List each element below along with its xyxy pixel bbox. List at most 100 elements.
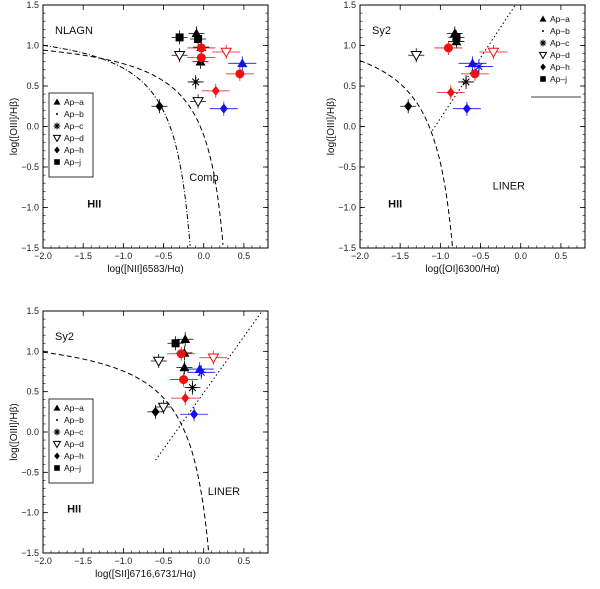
data-point <box>176 349 186 359</box>
legend-label: Ap–c <box>64 121 84 131</box>
legend-label: Ap–d <box>550 50 570 60</box>
legend-label: Ap–c <box>550 38 570 48</box>
legend: Ap–a Ap–b Ap–c Ap–d Ap–h Ap–j <box>48 92 94 178</box>
region-label: LINER <box>208 486 240 498</box>
x-tick-label: 0.0 <box>197 251 210 261</box>
demarcation-curve <box>155 311 263 461</box>
data-point <box>211 85 220 96</box>
data-point <box>235 69 245 79</box>
data-point <box>180 334 191 343</box>
y-tick-label: 0.5 <box>26 81 39 91</box>
data-point <box>151 406 160 417</box>
data-point <box>207 353 220 364</box>
x-tick-label: −2.0 <box>351 251 369 261</box>
legend-marker <box>53 122 61 130</box>
chart-panel-sii: −2.0 −1.5 −1.0 −0.5 0.0 0.51.51.00.50.0−0.5−1… <box>9 306 269 580</box>
y-tick-label: 0.0 <box>26 427 39 437</box>
y-tick-label: −1.5 <box>21 243 39 253</box>
legend-marker <box>54 452 60 460</box>
legend-marker <box>542 30 544 32</box>
y-tick-label: −1.0 <box>21 508 39 518</box>
y-tick-label: 1.0 <box>26 346 39 356</box>
data-point <box>449 28 460 38</box>
legend-label: Ap–h <box>64 145 84 155</box>
data-point <box>470 69 480 79</box>
chart-title: Sy2 <box>372 25 391 37</box>
legend-label: Ap–b <box>64 109 84 119</box>
legend-marker <box>54 465 60 471</box>
data-point <box>179 362 190 372</box>
legend-marker <box>54 146 60 154</box>
legend-label: Ap–d <box>64 439 84 449</box>
legend-marker <box>52 134 62 143</box>
x-tick-label: −1.5 <box>74 556 92 566</box>
y-tick-label: −0.5 <box>21 162 39 172</box>
data-point <box>190 77 201 87</box>
region-label: HII <box>388 199 402 211</box>
legend-label: Ap–c <box>64 427 84 437</box>
legend: Ap–a Ap–b Ap–c Ap–d Ap–h Ap–j <box>48 398 94 484</box>
x-tick-label: −2.0 <box>34 556 52 566</box>
legend-label: Ap–b <box>64 415 84 425</box>
chart-panel-nii: −2.0 −1.5 −1.0 −0.5 0.0 0.51.51.00.50.0−0.5−1… <box>9 0 269 275</box>
legend-marker <box>56 113 58 115</box>
legend-marker <box>53 404 61 411</box>
y-axis-label: log([OIII]/Hβ) <box>326 98 337 155</box>
y-tick-label: −1.5 <box>338 243 356 253</box>
legend-label: Ap–a <box>64 403 84 413</box>
legend-marker <box>540 76 546 82</box>
x-tick-label: 0.5 <box>238 251 251 261</box>
x-tick-label: −1.0 <box>431 251 449 261</box>
demarcation-curve <box>43 351 209 551</box>
legend: Ap–a Ap–b Ap–c Ap–d Ap–h Ap–j <box>531 14 581 98</box>
data-point <box>467 58 478 68</box>
legend-marker <box>56 419 58 421</box>
chart-panel-oi: −2.0 −1.5 −1.0 −0.5 0.0 0.51.51.00.50.0−0.5−1… <box>326 0 586 275</box>
region-label: LINER <box>493 181 525 193</box>
y-tick-label: 1.0 <box>26 41 39 51</box>
x-tick-label: −0.5 <box>472 251 490 261</box>
data-point <box>196 367 207 378</box>
x-tick-label: −2.0 <box>34 251 52 261</box>
data-point <box>443 43 453 53</box>
x-tick-label: 0.0 <box>514 251 527 261</box>
x-tick-label: −0.5 <box>155 556 173 566</box>
data-point <box>410 50 423 62</box>
legend-label: Ap–h <box>64 451 84 461</box>
y-tick-label: 1.5 <box>26 0 39 10</box>
y-tick-label: 0.0 <box>26 122 39 132</box>
legend-marker <box>53 98 61 105</box>
data-point <box>461 77 471 87</box>
y-axis-label: log([OIII]/Hβ) <box>9 403 20 460</box>
y-tick-label: 1.0 <box>343 41 356 51</box>
legend-label: Ap–d <box>64 133 84 143</box>
demarcation-curve <box>360 60 453 247</box>
x-axis-label: log([OI]6300/Hα) <box>425 264 499 275</box>
y-tick-label: −1.0 <box>21 203 39 213</box>
y-tick-label: −0.5 <box>338 162 356 172</box>
data-point <box>237 58 248 68</box>
legend-marker <box>53 428 61 436</box>
legend-marker <box>540 63 546 71</box>
region-label: HII <box>67 504 81 516</box>
x-axis-label: log([SII]6716,6731/Hα) <box>95 569 196 580</box>
data-point <box>451 36 462 46</box>
legend-marker <box>539 39 547 47</box>
x-tick-label: 0.5 <box>238 556 251 566</box>
chart-title: Sy2 <box>55 331 74 343</box>
chart-title: NLAGN <box>55 25 93 37</box>
data-point <box>194 35 203 44</box>
x-tick-label: 0.5 <box>555 251 568 261</box>
x-tick-label: −0.5 <box>155 251 173 261</box>
legend-marker <box>539 15 547 22</box>
data-point <box>474 61 484 72</box>
legend-label: Ap–a <box>64 97 84 107</box>
legend-marker <box>52 440 62 449</box>
data-point <box>181 393 190 404</box>
x-tick-label: 0.0 <box>197 556 210 566</box>
y-axis-label: log([OIII]/Hβ) <box>9 98 20 155</box>
x-tick-label: −1.5 <box>74 251 92 261</box>
y-tick-label: −1.5 <box>21 548 39 558</box>
data-point <box>404 101 413 112</box>
